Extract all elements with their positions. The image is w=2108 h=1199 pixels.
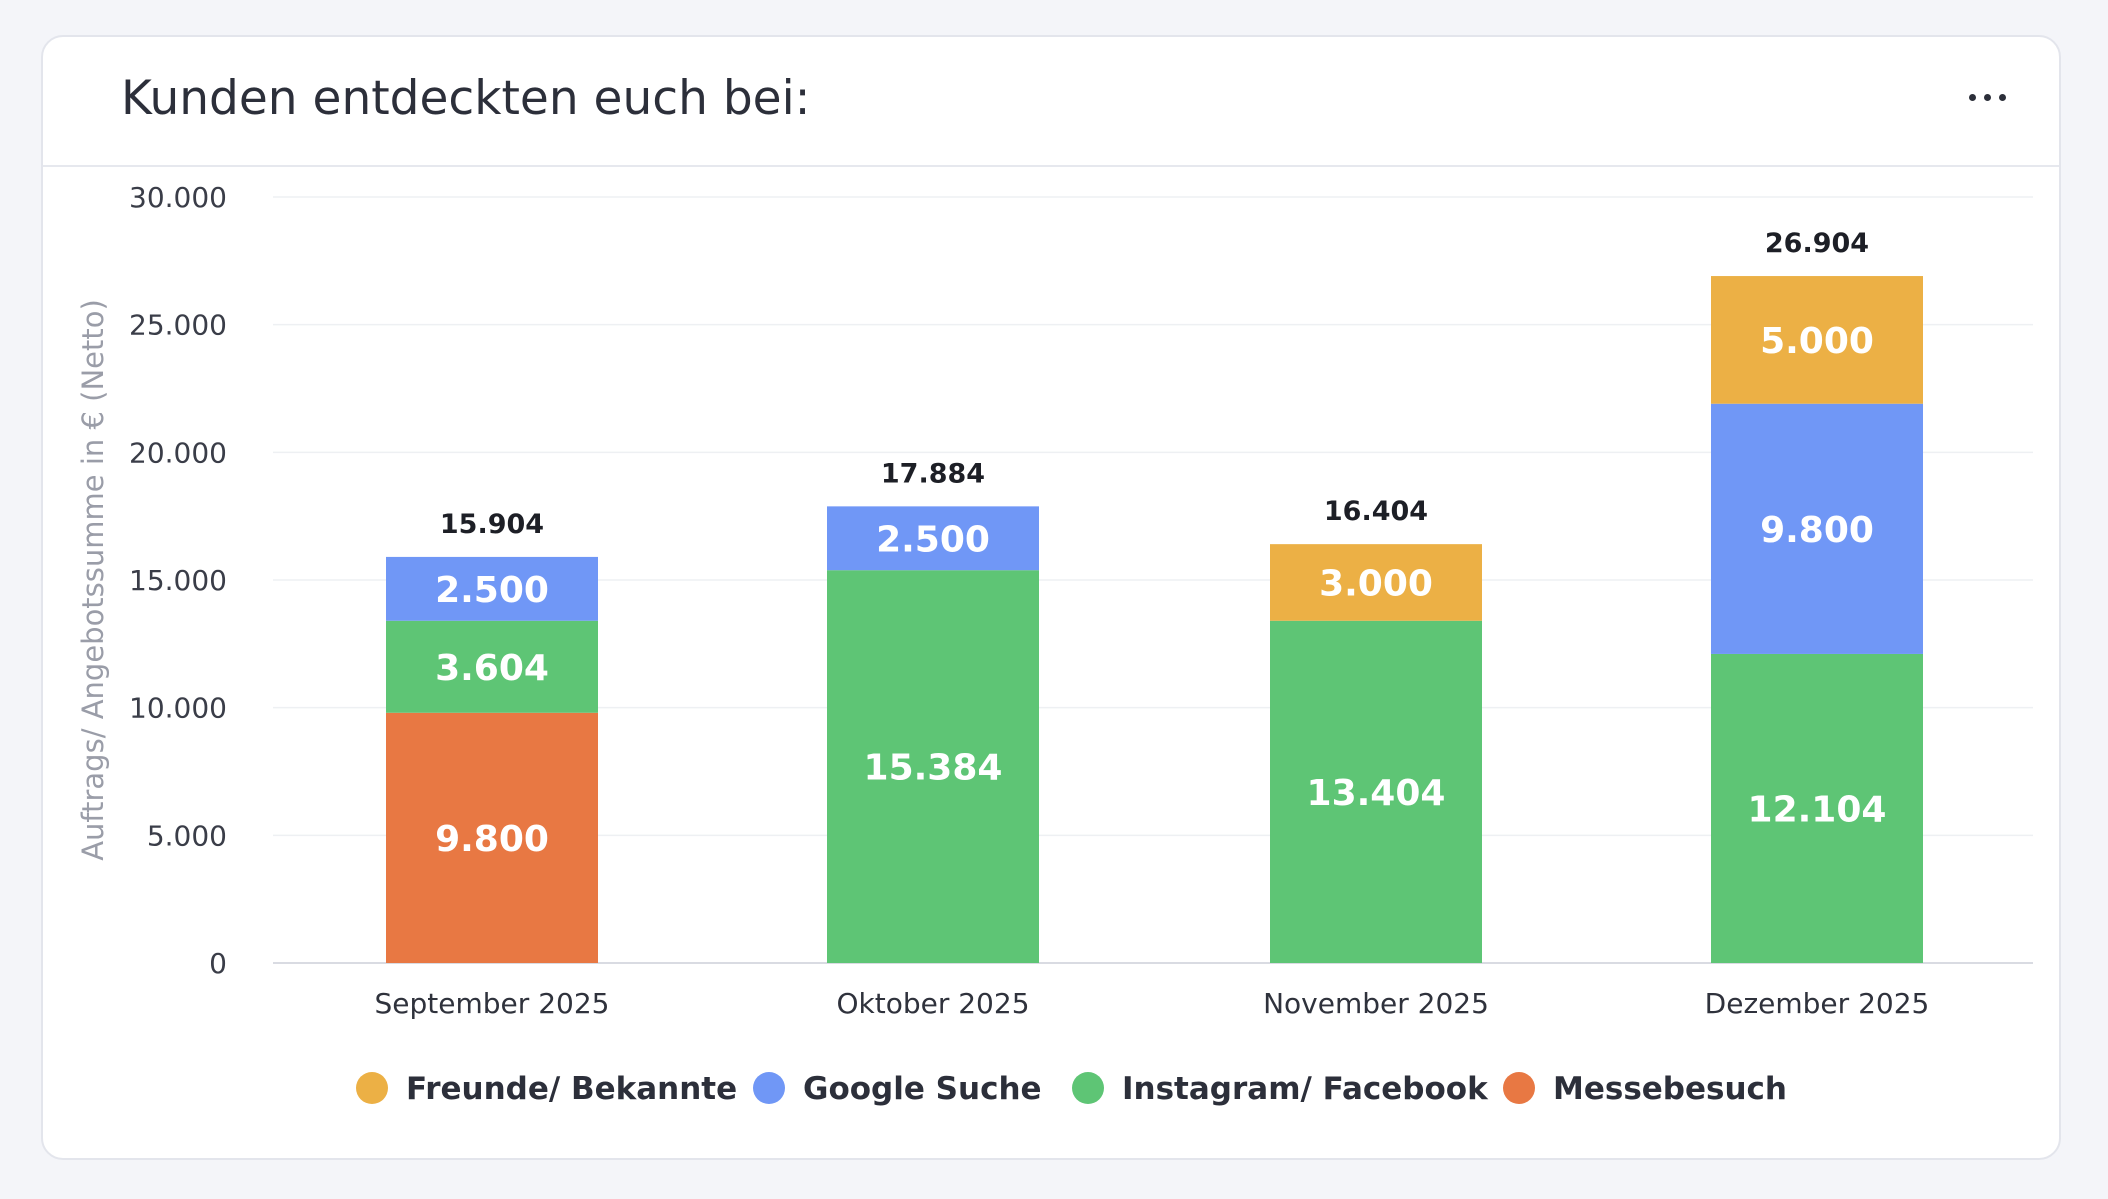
segment-value-label: 9.800 <box>1760 510 1874 551</box>
card-header: Kunden entdeckten euch bei: <box>43 37 2059 167</box>
y-tick-label: 20.000 <box>129 436 227 469</box>
bar-total-label: 26.904 <box>1765 228 1869 259</box>
bar-segment <box>1270 620 1482 963</box>
legend-label: Instagram/ Facebook <box>1122 1071 1489 1107</box>
legend-label: Messebesuch <box>1553 1071 1787 1107</box>
more-options-button[interactable] <box>1957 75 2017 119</box>
y-tick-label: 30.000 <box>129 181 227 214</box>
bar-total-label: 16.404 <box>1324 496 1428 527</box>
y-tick-label: 10.000 <box>129 692 227 725</box>
x-tick-label: September 2025 <box>375 987 610 1020</box>
segment-value-label: 9.800 <box>435 819 549 860</box>
segment-value-label: 2.500 <box>876 519 990 560</box>
x-tick-label: Dezember 2025 <box>1705 987 1930 1020</box>
bar-segment <box>386 620 598 713</box>
y-tick-label: 5.000 <box>147 819 227 852</box>
segment-value-label: 2.500 <box>435 570 549 611</box>
segment-value-label: 13.404 <box>1307 773 1446 814</box>
segment-value-label: 3.000 <box>1319 563 1433 604</box>
legend-marker <box>356 1072 388 1104</box>
x-tick-label: November 2025 <box>1263 987 1489 1020</box>
segment-value-label: 3.604 <box>435 648 549 689</box>
legend-marker <box>1503 1072 1535 1104</box>
segment-value-label: 12.104 <box>1748 789 1887 830</box>
segment-value-label: 5.000 <box>1760 321 1874 362</box>
stacked-bar-chart: 0 5.000 10.000 15.000 20.000 25.000 30.000 Auft… <box>76 181 2033 1107</box>
chart-card: Kunden entdeckten euch bei: 0 5.000 10.000… <box>41 35 2061 1160</box>
y-axis-title: Auftrags/ Angebotssumme in € (Netto) <box>76 299 110 861</box>
segment-value-label: 15.384 <box>864 748 1003 789</box>
more-horizontal-icon-dot <box>1998 93 2006 101</box>
bar-segment <box>827 570 1039 963</box>
x-tick-label: Oktober 2025 <box>836 987 1029 1020</box>
more-horizontal-icon-dot <box>1983 93 1991 101</box>
legend-label: Freunde/ Bekannte <box>406 1071 737 1107</box>
bar-total-label: 17.884 <box>881 458 985 489</box>
more-horizontal-icon <box>1968 93 1976 101</box>
legend-marker <box>753 1072 785 1104</box>
bar-segment <box>386 556 598 621</box>
bar-segment <box>1711 276 1923 404</box>
legend-marker <box>1072 1072 1104 1104</box>
y-tick-label: 25.000 <box>129 309 227 342</box>
bar-segment <box>386 712 598 963</box>
legend-label: Google Suche <box>803 1071 1042 1107</box>
bar-total-label: 15.904 <box>440 509 544 540</box>
bar-segment <box>1270 544 1482 621</box>
bar-segment <box>1711 403 1923 654</box>
y-tick-label: 0 <box>209 947 227 980</box>
bar-segment <box>1711 653 1923 963</box>
y-tick-label: 15.000 <box>129 564 227 597</box>
card-title: Kunden entdeckten euch bei: <box>121 71 811 126</box>
bar-segment <box>827 506 1039 571</box>
